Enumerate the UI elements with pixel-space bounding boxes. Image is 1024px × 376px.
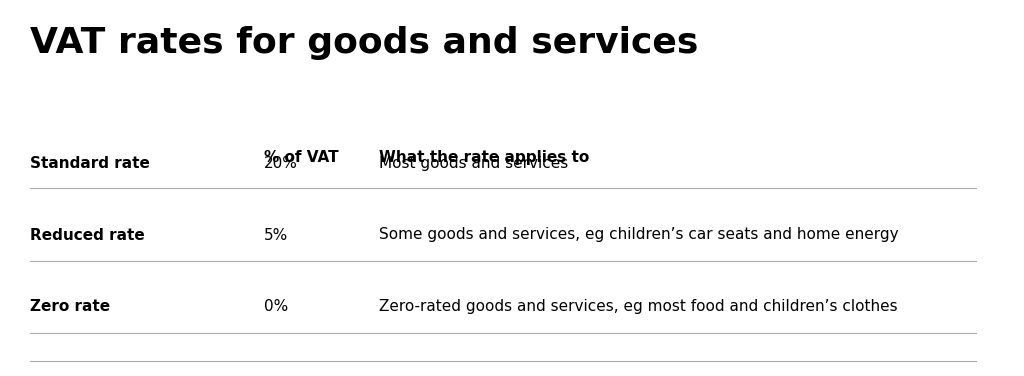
Text: Reduced rate: Reduced rate [30,227,144,243]
Text: VAT rates for goods and services: VAT rates for goods and services [30,26,698,60]
Text: What the rate applies to: What the rate applies to [379,150,589,165]
Text: Zero-rated goods and services, eg most food and children’s clothes: Zero-rated goods and services, eg most f… [379,299,897,314]
Text: 20%: 20% [264,156,298,171]
Text: 0%: 0% [264,299,289,314]
Text: 5%: 5% [264,227,289,243]
Text: Zero rate: Zero rate [30,299,110,314]
Text: Some goods and services, eg children’s car seats and home energy: Some goods and services, eg children’s c… [379,227,898,243]
Text: Most goods and services: Most goods and services [379,156,568,171]
Text: Standard rate: Standard rate [30,156,150,171]
Text: % of VAT: % of VAT [264,150,339,165]
